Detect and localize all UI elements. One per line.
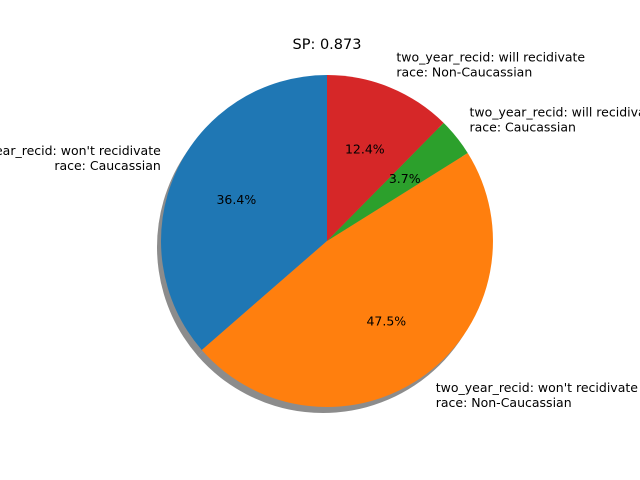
pie-percent-label-1: 36.4% <box>216 192 256 207</box>
chart-title: SP: 0.873 <box>293 37 362 53</box>
pie-percent-label-2: 47.5% <box>366 314 406 329</box>
pie-percent-labels: 36.4% 47.5% 3.7% 12.4% <box>216 141 420 328</box>
pie-slice-label-line: two_year_recid: won't recidivate <box>436 380 639 395</box>
pie-slice-label-line: two_year_recid: will recidivate <box>470 104 640 119</box>
pie-percent-label-3: 3.7% <box>389 171 421 186</box>
pie-slice-4 <box>327 75 444 241</box>
pie-slice-label-line: two_year_recid: will recidivate <box>396 50 585 65</box>
pie-slice-label-line: two_year_recid: won't recidivate <box>0 143 161 158</box>
pie-slice-2 <box>201 152 493 407</box>
pie-slice-label-line: race: Caucassian <box>470 119 576 134</box>
pie-slice-label-3: two_year_recid: will recidivate race: Cau… <box>470 104 640 134</box>
pie-slice-label-4: two_year_recid: will recidivate race: Non… <box>396 50 585 80</box>
pie-slice-label-2: two_year_recid: won't recidivate race: No… <box>436 380 639 410</box>
pie-slice-label-line: race: Non-Caucassian <box>436 395 572 410</box>
pie-slices <box>160 75 493 407</box>
pie-slice-label-line: race: Non-Caucassian <box>396 65 532 80</box>
pie-slice-label-line: race: Caucassian <box>54 158 160 173</box>
pie-slice-1 <box>160 75 327 350</box>
pie-slice-3 <box>327 122 468 241</box>
pie-percent-label-4: 12.4% <box>345 141 385 156</box>
